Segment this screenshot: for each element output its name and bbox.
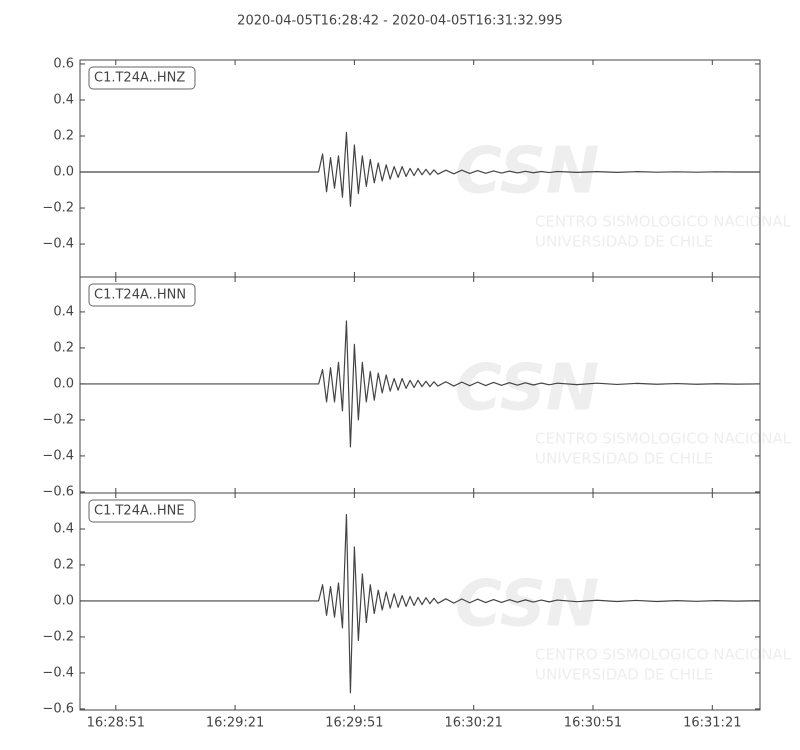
y-tick-label: −0.6 bbox=[42, 701, 74, 716]
watermark-line: UNIVERSIDAD DE CHILE bbox=[535, 233, 713, 251]
waveform bbox=[80, 320, 760, 448]
y-tick-label: −0.6 bbox=[42, 484, 74, 499]
y-tick-label: 0.0 bbox=[53, 593, 74, 608]
x-tick-label: 16:30:51 bbox=[564, 716, 622, 731]
x-tick-label: 16:29:21 bbox=[206, 716, 264, 731]
watermark-logo: CSN bbox=[455, 352, 599, 426]
trace-label-box bbox=[88, 499, 196, 523]
y-tick-label: 0.0 bbox=[53, 376, 74, 391]
y-tick-label: 0.2 bbox=[53, 340, 74, 355]
trace-label: C1.T24A..HNN bbox=[94, 288, 186, 303]
y-tick-label: 0.0 bbox=[53, 165, 74, 180]
watermark-line: CENTRO SISMOLOGICO NACIONAL bbox=[535, 213, 792, 231]
watermark-logo: CSN bbox=[455, 568, 599, 642]
chart-title: 2020-04-05T16:28:42 - 2020-04-05T16:31:3… bbox=[237, 14, 563, 29]
x-tick-label: 16:28:51 bbox=[87, 716, 145, 731]
y-tick-label: 0.2 bbox=[53, 557, 74, 572]
x-tick-label: 16:29:51 bbox=[325, 716, 383, 731]
y-tick-label: −0.4 bbox=[42, 665, 74, 680]
y-tick-label: 0.6 bbox=[53, 56, 74, 71]
y-tick-label: −0.4 bbox=[42, 237, 74, 252]
trace-label: C1.T24A..HNZ bbox=[94, 71, 185, 86]
trace-label: C1.T24A..HNE bbox=[94, 504, 185, 519]
waveform bbox=[80, 513, 761, 694]
trace-label-box bbox=[88, 66, 196, 90]
watermark-line: UNIVERSIDAD DE CHILE bbox=[535, 666, 713, 684]
y-tick-label: 0.4 bbox=[53, 521, 74, 536]
watermark-line: CENTRO SISMOLOGICO NACIONAL bbox=[535, 646, 792, 664]
y-tick-label: 0.4 bbox=[53, 92, 74, 107]
y-tick-label: −0.2 bbox=[42, 412, 74, 427]
panel-frame bbox=[79, 492, 761, 711]
y-tick-label: −0.2 bbox=[42, 629, 74, 644]
x-tick-label: 16:30:21 bbox=[445, 716, 503, 731]
watermark-line: CENTRO SISMOLOGICO NACIONAL bbox=[535, 430, 792, 448]
trace-label-box bbox=[88, 283, 196, 307]
waveform bbox=[80, 131, 760, 207]
watermark-line: UNIVERSIDAD DE CHILE bbox=[535, 450, 713, 468]
x-tick-label: 16:31:21 bbox=[683, 716, 741, 731]
y-tick-label: −0.2 bbox=[42, 201, 74, 216]
y-tick-label: 0.2 bbox=[53, 128, 74, 143]
y-tick-label: −0.4 bbox=[42, 448, 74, 463]
y-tick-label: 0.4 bbox=[53, 304, 74, 319]
